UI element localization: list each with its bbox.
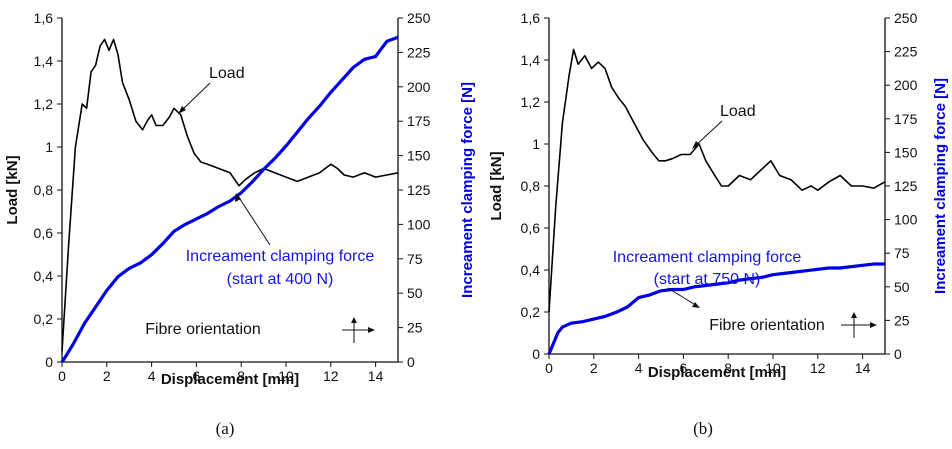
plot-b-y-tick-label: 0: [532, 346, 540, 362]
plot-a-y-right-tick-label: 25: [407, 320, 423, 336]
plot-b-x-axis-label: Displacement [mm]: [648, 364, 786, 381]
plot-b-series-load-line: [548, 48, 886, 313]
plot-a-y-tick-label: 0,6: [34, 225, 54, 241]
plot-a-load-arrowhead: [178, 106, 186, 114]
plot-b-y-tick-label: 1,2: [521, 94, 541, 110]
plot-b-clamping-annotation-line1: Increament clamping force: [613, 249, 802, 266]
plot-a-x-tick-label: 6: [193, 368, 201, 384]
plot-a-clamping-arrowhead: [235, 193, 241, 202]
plot-b-x-ticks: 0 2 4 6 8 10 12 14: [545, 354, 871, 376]
plot-b-y-right-tick-label: 25: [894, 312, 910, 328]
plot-b-y-right-tick-label: 200: [894, 77, 918, 93]
plot-a-y-right-tick-label: 50: [407, 285, 423, 301]
plot-a-x-tick-label: 4: [148, 368, 156, 384]
plot-b-fibre-orientation-icon: [841, 312, 877, 338]
plot-a-x-tick-label: 0: [58, 368, 66, 384]
plot-b-fibre-annotation: Fibre orientation: [709, 317, 825, 334]
plot-a-y-right-tick-label: 200: [407, 79, 431, 95]
plot-a-y-right-tick-label: 75: [407, 251, 423, 267]
plot-b-y-tick-label: 0,6: [521, 220, 541, 236]
plot-b-x-tick-label: 10: [765, 360, 781, 376]
plot-b-y-right-tick-label: 175: [894, 111, 918, 127]
plot-b-x-tick-label: 8: [724, 360, 732, 376]
plot-b-y-right-tick-label: 125: [894, 178, 918, 194]
plot-a-x-tick-label: 8: [237, 368, 245, 384]
chart-panel-a: 00,20,40,60,811,21,41,6 0255075100125150…: [4, 10, 476, 438]
plot-a-fibre-orientation-icon: [342, 317, 375, 343]
plot-b-y-tick-label: 1,4: [521, 52, 541, 68]
plot-a-caption: (a): [216, 419, 235, 438]
plot-b-load-arrow: [693, 120, 723, 148]
plot-a-y-tick-label: 1,4: [34, 53, 54, 69]
plot-a-y-right-axis-label: Increament clamping force [N]: [459, 82, 476, 298]
plot-a-y-right-tick-label: 250: [407, 10, 431, 26]
plot-b-y-right-axis-label: Increament clamping force [N]: [932, 78, 949, 294]
chart-panel-b: 00,20,40,60,811,21,41,6 0255075100125150…: [488, 10, 949, 438]
plot-a-y-right-tick-label: 125: [407, 182, 431, 198]
plot-a-clamping-annotation-line2: (start at 400 N): [227, 271, 334, 288]
plot-b-y-tick-label: 0,2: [521, 304, 541, 320]
plot-a-y-tick-label: 0,4: [34, 268, 54, 284]
plot-b-x-tick-label: 12: [810, 360, 826, 376]
plot-b-caption: (b): [693, 419, 713, 438]
plot-a-y-tick-label: 0: [45, 354, 53, 370]
plot-b-x-tick-label: 4: [635, 360, 643, 376]
plot-b-y-right-tick-label: 225: [894, 44, 918, 60]
plot-b-x-tick-label: 6: [680, 360, 688, 376]
plot-a-y-tick-label: 1,2: [34, 96, 54, 112]
plot-b-y-right-tick-label: 100: [894, 212, 918, 228]
plot-b-y-right-tick-label: 150: [894, 144, 918, 160]
plot-b-y-right-tick-label: 50: [894, 279, 910, 295]
plot-a-y-tick-label: 1: [45, 139, 53, 155]
plot-a-x-tick-label: 14: [368, 368, 384, 384]
plot-a-series: [60, 35, 399, 363]
plot-b-y-tick-label: 1: [532, 136, 540, 152]
plot-a-y-right-tick-label: 225: [407, 44, 431, 60]
plot-b-y-right-tick-label: 250: [894, 10, 918, 26]
plot-b-x-tick-label: 0: [545, 360, 553, 376]
plot-a-clamping-arrow: [237, 195, 271, 246]
plot-b-y-tick-label: 0,4: [521, 262, 541, 278]
plot-b-y-tick-label: 0,8: [521, 178, 541, 194]
plot-a-y-right-tick-label: 0: [407, 354, 415, 370]
plot-b-x-tick-label: 2: [590, 360, 598, 376]
plot-a-x-tick-label: 2: [103, 368, 111, 384]
plot-a-y-axis-label: Load [kN]: [4, 155, 21, 224]
plot-b-y-tick-label: 1,6: [521, 10, 541, 26]
plot-a-clamping-annotation-line1: Increament clamping force: [186, 248, 375, 265]
plot-b-series: [547, 48, 886, 355]
plot-b-x-tick-label: 14: [855, 360, 871, 376]
plot-a-y-right-tick-label: 100: [407, 216, 431, 232]
plot-b-load-annotation: Load: [720, 103, 756, 120]
plot-a-x-ticks: 0 2 4 6 8 10 12 14: [58, 362, 384, 384]
plot-b-right-ticks: 0 25 50 75 100 125 150 175 200 225 250: [885, 10, 918, 362]
plot-a-x-tick-label: 10: [278, 368, 294, 384]
plot-b-load-arrowhead: [692, 141, 700, 149]
plot-a-y-right-tick-label: 175: [407, 113, 431, 129]
plot-b-clamping-arrow: [667, 287, 698, 307]
plot-a-y-tick-label: 1,6: [34, 10, 54, 26]
plot-b-y-right-tick-label: 75: [894, 245, 910, 261]
plot-b-y-axis-label: Load [kN]: [488, 151, 505, 220]
plot-b-y-right-tick-label: 0: [894, 346, 902, 362]
plot-a-right-ticks: 0 25 50 75 100 125 150 175 200 225 250: [398, 10, 431, 370]
plot-a-y-tick-label: 0,8: [34, 182, 54, 198]
plot-a-x-axis-label: Displacement [mm]: [161, 371, 299, 388]
plot-b-series-clamping-force-line: [547, 262, 885, 355]
plot-a-y-tick-label: 0,2: [34, 311, 54, 327]
plot-a-fibre-annotation: Fibre orientation: [145, 321, 261, 338]
plot-a-load-arrow: [179, 82, 211, 113]
plot-a-series-clamping-force-line: [60, 35, 399, 363]
plot-b-left-ticks: 0 0,2 0,4 0,6 0,8 1 1,2 1,4 1,6: [521, 10, 549, 362]
plot-a-series-load-line: [61, 38, 399, 352]
plot-b-clamping-arrowhead: [692, 302, 700, 308]
plot-a-left-ticks: 0 0,2 0,4 0,6 0,8 1 1,2 1,4 1,6: [34, 10, 62, 370]
plot-a-x-tick-label: 12: [323, 368, 339, 384]
plot-b-clamping-annotation-line2: (start at 750 N): [654, 271, 761, 288]
plot-a-load-annotation: Load: [209, 65, 245, 82]
plot-a-y-right-tick-label: 150: [407, 148, 431, 164]
